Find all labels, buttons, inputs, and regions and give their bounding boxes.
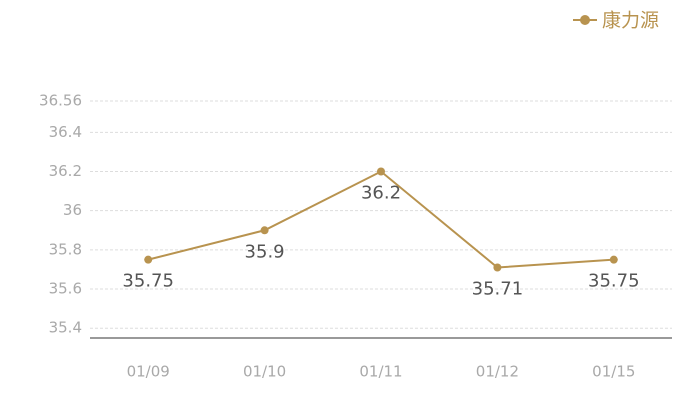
data-label: 36.2 [361,183,401,204]
y-tick-label: 36.4 [49,123,82,141]
y-tick-label: 36 [63,201,82,219]
data-point [493,263,502,272]
y-tick-label: 35.6 [49,280,82,298]
data-label: 35.9 [245,241,285,262]
y-tick-label: 35.8 [49,240,82,258]
y-tick-label: 36.56 [39,92,82,110]
data-label: 35.75 [588,271,640,292]
data-label: 35.71 [472,278,524,299]
y-tick-label: 35.4 [49,319,82,337]
data-label: 35.75 [122,271,174,292]
data-point [144,255,153,264]
data-point [377,167,385,176]
legend-dot [580,15,590,25]
legend-label: 康力源 [602,10,659,32]
x-tick-label: 01/15 [592,363,635,381]
data-point [260,226,269,235]
x-tick-label: 01/12 [476,363,519,381]
data-point [609,255,618,264]
x-tick-label: 01/11 [359,363,402,381]
x-tick-label: 01/10 [243,363,286,381]
x-tick-label: 01/09 [127,363,170,381]
y-tick-label: 36.2 [49,162,82,180]
